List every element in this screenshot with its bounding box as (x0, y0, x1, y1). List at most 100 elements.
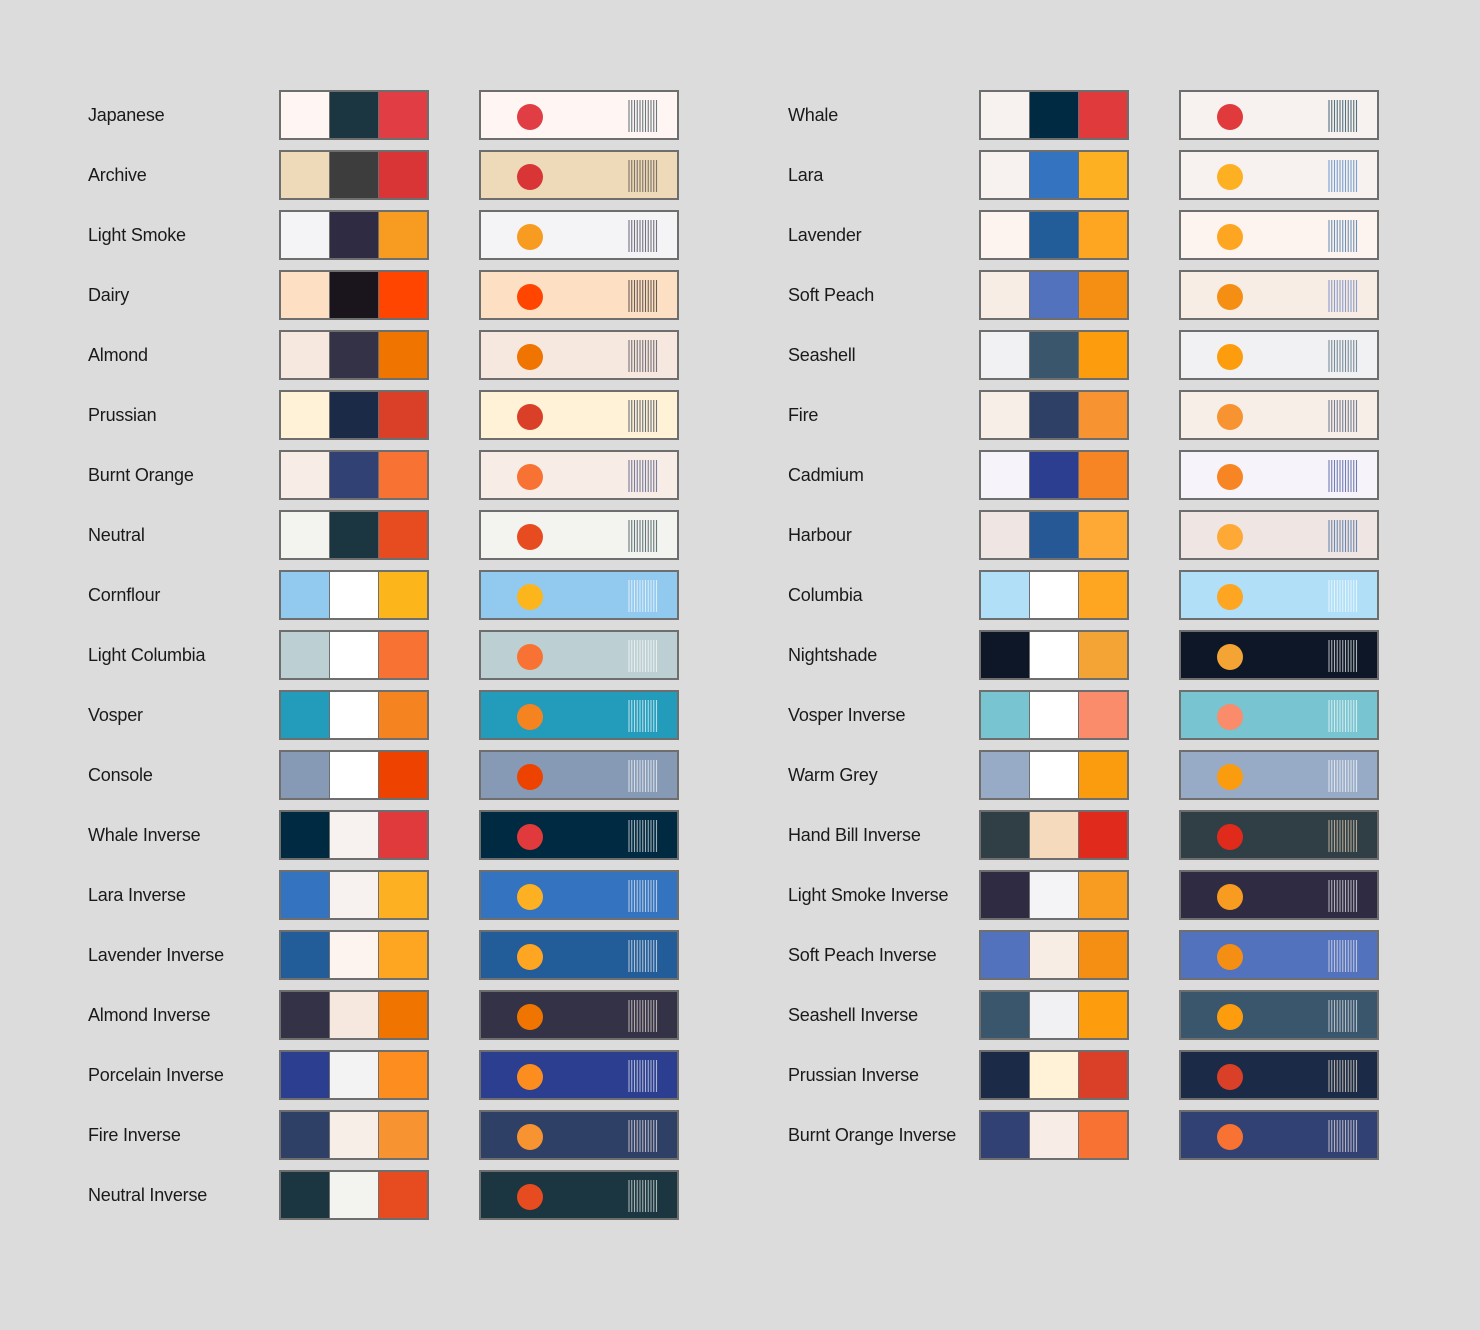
background-swatch (281, 632, 329, 678)
palette-swatches (279, 570, 429, 620)
accent-swatch (1078, 632, 1127, 678)
accent-dot (1217, 1004, 1243, 1030)
palette-swatches (979, 750, 1129, 800)
palette-preview (1179, 450, 1379, 500)
palette-swatches (979, 930, 1129, 980)
palette-name: Fire Inverse (88, 1125, 181, 1145)
stripe-pattern (1328, 820, 1358, 852)
accent-dot (517, 764, 543, 790)
palette-swatches (979, 510, 1129, 560)
foreground-swatch (329, 932, 378, 978)
palette-swatches (279, 630, 429, 680)
palette-name: Almond Inverse (88, 1005, 211, 1025)
accent-swatch (378, 992, 427, 1038)
foreground-swatch (1029, 572, 1078, 618)
background-swatch (981, 152, 1029, 198)
foreground-swatch (329, 272, 378, 318)
background-swatch (281, 512, 329, 558)
background-swatch (981, 512, 1029, 558)
stripe-pattern (628, 1000, 658, 1032)
background-swatch (281, 332, 329, 378)
palette-name: Seashell (788, 345, 856, 365)
palette-swatches (979, 870, 1129, 920)
accent-dot (517, 164, 543, 190)
background-swatch (281, 272, 329, 318)
palette-preview (479, 1050, 679, 1100)
palette-preview (1179, 270, 1379, 320)
palette-preview (479, 690, 679, 740)
palette-preview (1179, 930, 1379, 980)
palette-preview (1179, 1050, 1379, 1100)
palette-swatches (979, 570, 1129, 620)
accent-dot (1217, 344, 1243, 370)
accent-dot (1217, 824, 1243, 850)
palette-preview (479, 1170, 679, 1220)
background-swatch (981, 872, 1029, 918)
palette-swatches (979, 390, 1129, 440)
background-swatch (981, 812, 1029, 858)
palette-preview (479, 510, 679, 560)
palette-preview (479, 1110, 679, 1160)
background-swatch (281, 92, 329, 138)
palette-swatches (979, 990, 1129, 1040)
background-swatch (981, 392, 1029, 438)
palette-preview (1179, 990, 1379, 1040)
foreground-swatch (1029, 272, 1078, 318)
accent-dot (517, 704, 543, 730)
accent-dot (517, 644, 543, 670)
accent-dot (1217, 224, 1243, 250)
foreground-swatch (1029, 512, 1078, 558)
accent-swatch (1078, 272, 1127, 318)
background-swatch (281, 1112, 329, 1158)
palette-swatches (979, 810, 1129, 860)
stripe-pattern (628, 160, 658, 192)
palette-name: Warm Grey (788, 765, 878, 785)
palette-name: Soft Peach (788, 285, 875, 305)
foreground-swatch (329, 332, 378, 378)
palette-preview (1179, 330, 1379, 380)
accent-swatch (378, 632, 427, 678)
foreground-swatch (329, 512, 378, 558)
accent-swatch (1078, 332, 1127, 378)
accent-swatch (378, 1172, 427, 1218)
foreground-swatch (1029, 932, 1078, 978)
stripe-pattern (628, 1180, 658, 1212)
palette-name: Harbour (788, 525, 852, 545)
accent-swatch (378, 692, 427, 738)
palette-preview (479, 390, 679, 440)
stripe-pattern (1328, 340, 1358, 372)
stripe-pattern (628, 1060, 658, 1092)
accent-swatch (378, 572, 427, 618)
accent-swatch (378, 752, 427, 798)
background-swatch (281, 872, 329, 918)
accent-dot (517, 344, 543, 370)
background-swatch (981, 632, 1029, 678)
foreground-swatch (329, 1172, 378, 1218)
accent-swatch (378, 92, 427, 138)
palette-preview (479, 870, 679, 920)
stripe-pattern (628, 400, 658, 432)
foreground-swatch (1029, 152, 1078, 198)
palette-preview (479, 570, 679, 620)
accent-dot (517, 584, 543, 610)
palette-name: Dairy (88, 285, 130, 305)
palette-swatches (279, 510, 429, 560)
foreground-swatch (1029, 1052, 1078, 1098)
palette-name: Columbia (788, 585, 863, 605)
palette-preview (479, 210, 679, 260)
stripe-pattern (1328, 940, 1358, 972)
accent-dot (1217, 284, 1243, 310)
foreground-swatch (1029, 632, 1078, 678)
foreground-swatch (1029, 392, 1078, 438)
foreground-swatch (329, 92, 378, 138)
palette-preview (1179, 210, 1379, 260)
palette-swatches (279, 210, 429, 260)
foreground-swatch (329, 872, 378, 918)
background-swatch (981, 332, 1029, 378)
stripe-pattern (1328, 460, 1358, 492)
palette-preview (479, 630, 679, 680)
stripe-pattern (628, 760, 658, 792)
palette-preview (1179, 630, 1379, 680)
foreground-swatch (1029, 872, 1078, 918)
palette-swatches (279, 1170, 429, 1220)
